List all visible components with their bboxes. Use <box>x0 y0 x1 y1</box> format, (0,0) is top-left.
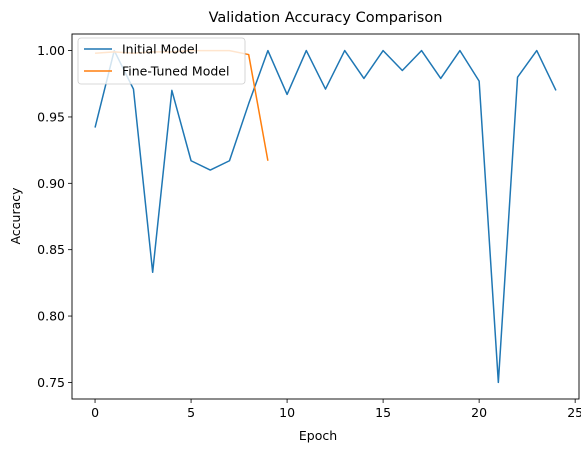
y-tick-label: 0.85 <box>37 242 65 257</box>
legend: Initial Model Fine-Tuned Model <box>77 37 246 85</box>
x-tick-label: 25 <box>567 405 581 420</box>
x-tick-label: 20 <box>471 405 487 420</box>
chart-title: Validation Accuracy Comparison <box>209 10 443 26</box>
x-tick-label: 10 <box>279 405 295 420</box>
y-tick-label: 0.75 <box>37 375 65 390</box>
y-axis-title: Accuracy <box>8 187 23 245</box>
y-axis: 0.75 0.80 0.85 0.90 0.95 1.00 <box>37 43 72 390</box>
legend-label-2: Fine-Tuned Model <box>122 64 229 79</box>
x-axis-title: Epoch <box>299 428 337 443</box>
legend-label-1: Initial Model <box>122 42 198 57</box>
y-tick-label: 1.00 <box>37 43 65 58</box>
legend-box <box>77 37 246 85</box>
y-tick-label: 0.80 <box>37 309 65 324</box>
plot-lines <box>94 49 557 384</box>
y-tick-label: 0.90 <box>37 176 65 191</box>
plot-frame <box>71 33 580 400</box>
x-axis: 0 5 10 15 20 25 <box>91 399 581 420</box>
x-tick-label: 0 <box>91 405 99 420</box>
x-tick-label: 5 <box>187 405 195 420</box>
y-tick-label: 0.95 <box>37 109 65 124</box>
x-tick-label: 15 <box>375 405 391 420</box>
series-line-1 <box>94 49 557 384</box>
